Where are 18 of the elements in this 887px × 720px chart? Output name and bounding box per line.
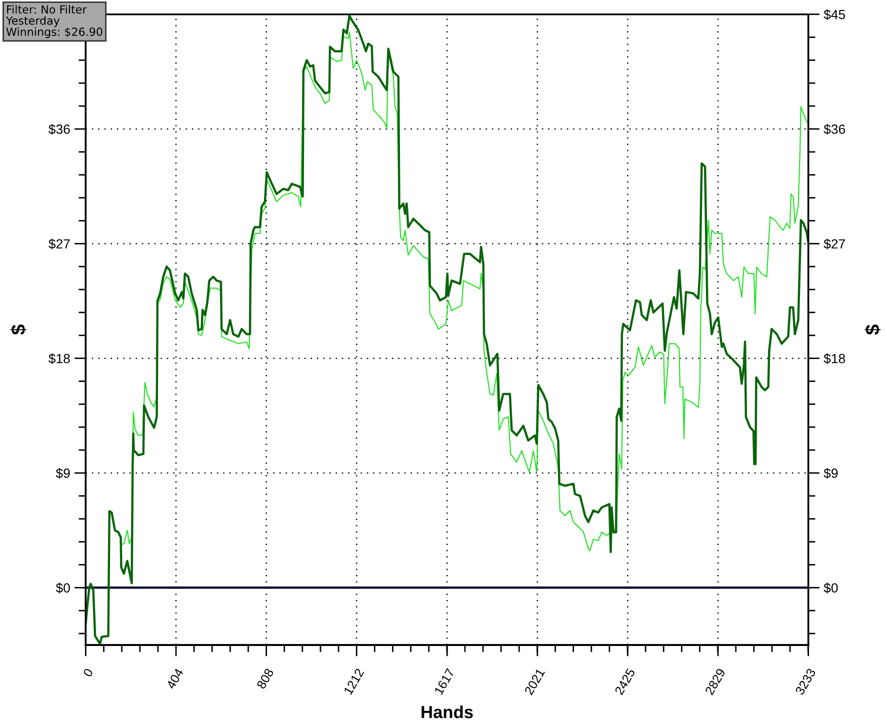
y2-tick-label: $18 xyxy=(824,353,846,364)
x-tick-label: 0 xyxy=(82,668,94,678)
y-tick-label: $0 xyxy=(56,582,70,594)
annotation: Filter: No Filter Yesterday Winnings: $26.90 xyxy=(6,5,102,38)
y2-axis-title: $ xyxy=(864,324,881,335)
x-axis-title: Hands xyxy=(422,705,473,718)
y2-tick-label: $36 xyxy=(824,124,846,135)
x-tick-label: 808 xyxy=(256,668,274,690)
y2-tick-label: $27 xyxy=(824,238,845,250)
y-tick-label: $36 xyxy=(48,124,70,135)
y2-tick-label: $0 xyxy=(824,582,838,594)
x-tick-label: 404 xyxy=(166,668,184,690)
y-axis-title: $ xyxy=(10,324,26,335)
y2-tick-label: $9 xyxy=(824,468,838,479)
y2-tick-label: $45 xyxy=(824,9,846,20)
y-tick-label: $9 xyxy=(56,468,70,479)
y-tick-label: $27 xyxy=(48,238,70,250)
y-tick-label: $18 xyxy=(48,353,70,364)
